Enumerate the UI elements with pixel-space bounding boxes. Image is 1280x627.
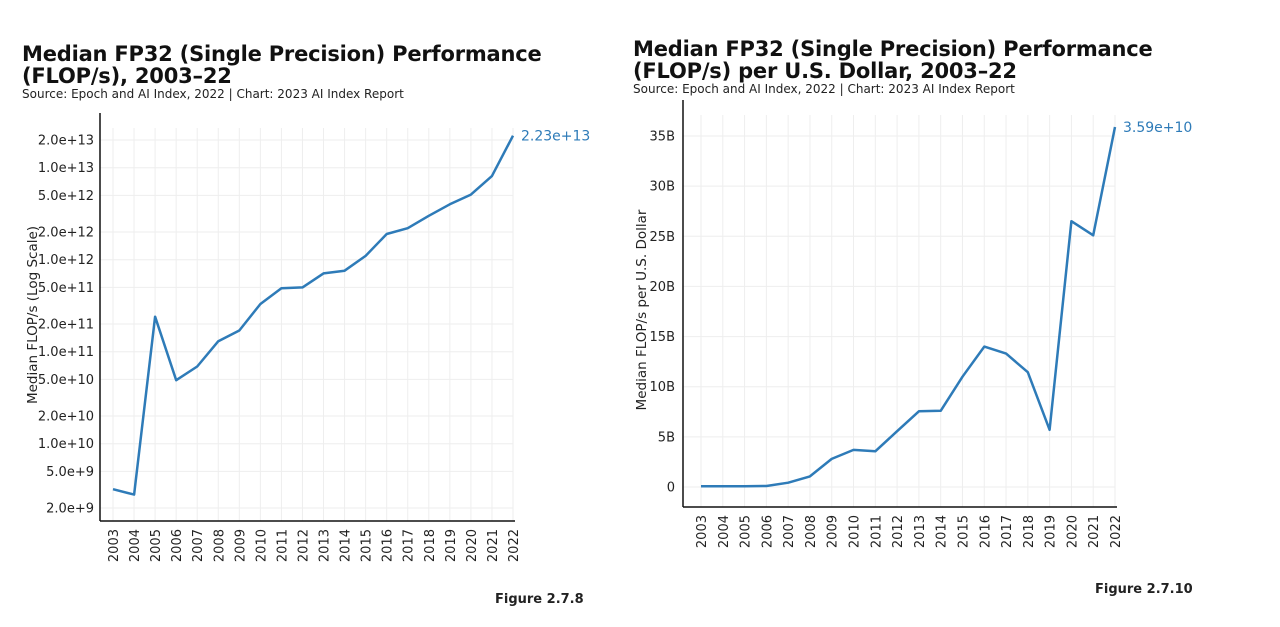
chart-2-figure-label: Figure 2.7.10 — [1095, 582, 1193, 597]
x-tick-label: 2003 — [107, 529, 122, 562]
y-axis-label: Median FLOP/s (Log Scale) — [25, 226, 41, 404]
y-tick-label: 25B — [650, 230, 675, 245]
x-tick-label: 2015 — [360, 529, 375, 562]
y-tick-label: 2.0e+11 — [38, 318, 94, 333]
x-tick-label: 2020 — [1065, 515, 1080, 548]
y-tick-label: 2.0e+13 — [38, 134, 94, 149]
x-tick-label: 2004 — [717, 515, 732, 548]
x-tick-label: 2012 — [296, 529, 311, 562]
x-tick-label: 2014 — [339, 529, 354, 562]
y-tick-label: 0 — [667, 481, 675, 496]
x-tick-label: 2017 — [1000, 515, 1015, 548]
y-tick-label: 10B — [650, 380, 675, 395]
x-tick-label: 2015 — [956, 515, 971, 548]
x-tick-label: 2005 — [739, 515, 754, 548]
y-tick-label: 2.0e+10 — [38, 410, 94, 425]
y-tick-label: 2.0e+12 — [38, 226, 94, 241]
y-tick-label: 5.0e+12 — [38, 189, 94, 204]
chart-2: 0 5B 10B 15B 20B 25B 30B 35B 2003 2004 2005 2006 200… — [634, 100, 1192, 548]
x-tick-label: 2011 — [275, 529, 290, 562]
chart-1-source: Source: Epoch and AI Index, 2022 | Chart… — [22, 87, 404, 101]
x-tick-label: 2008 — [804, 515, 819, 548]
y-tick-label: 1.0e+12 — [38, 253, 94, 268]
x-tick-label: 2004 — [128, 529, 143, 562]
chart-2-source: Source: Epoch and AI Index, 2022 | Chart… — [633, 82, 1015, 96]
y-tick-label: 1.0e+10 — [38, 437, 94, 452]
x-tick-label: 2009 — [233, 529, 248, 562]
y-tick-label: 35B — [650, 130, 675, 145]
x-tick-label: 2003 — [695, 515, 710, 548]
x-tick-label: 2021 — [1087, 515, 1102, 548]
chart-2-title: Median FP32 (Single Precision) Performan… — [633, 37, 1153, 83]
series-line — [701, 126, 1117, 488]
y-tick-label: 5B — [658, 430, 675, 445]
y-axis-label: Median FLOP/s per U.S. Dollar — [634, 209, 650, 410]
y-tick-label: 2.0e+9 — [46, 502, 94, 517]
y-tick-label: 20B — [650, 280, 675, 295]
y-tick-label: 30B — [650, 180, 675, 195]
x-tick-label: 2012 — [891, 515, 906, 548]
end-value-label: 2.23e+13 — [521, 129, 590, 145]
x-tick-label: 2007 — [782, 515, 797, 548]
x-tick-label: 2005 — [149, 529, 164, 562]
y-tick-label: 1.0e+13 — [38, 161, 94, 176]
x-tick-label: 2010 — [848, 515, 863, 548]
x-tick-label: 2010 — [254, 529, 269, 562]
y-tick-label: 5.0e+9 — [46, 465, 94, 480]
x-tick-label: 2011 — [869, 515, 884, 548]
x-tick-label: 2021 — [486, 529, 501, 562]
x-tick-label: 2006 — [170, 529, 185, 562]
x-tick-label: 2016 — [381, 529, 396, 562]
series-line — [112, 135, 515, 496]
x-tick-label: 2018 — [423, 529, 438, 562]
x-tick-label: 2008 — [212, 529, 227, 562]
x-tick-label: 2013 — [913, 515, 928, 548]
x-tick-label: 2019 — [1044, 515, 1059, 548]
x-tick-label: 2014 — [935, 515, 950, 548]
x-tick-label: 2020 — [465, 529, 480, 562]
x-tick-label: 2019 — [444, 529, 459, 562]
chart-1-figure-label: Figure 2.7.8 — [495, 592, 584, 607]
x-tick-label: 2013 — [318, 529, 333, 562]
chart-1-title: Median FP32 (Single Precision) Performan… — [22, 42, 542, 88]
x-tick-label: 2018 — [1022, 515, 1037, 548]
x-tick-label: 2022 — [507, 529, 522, 562]
x-tick-label: 2007 — [191, 529, 206, 562]
y-tick-label: 5.0e+11 — [38, 281, 94, 296]
y-tick-label: 15B — [650, 330, 675, 345]
y-tick-label: 5.0e+10 — [38, 373, 94, 388]
x-tick-label: 2022 — [1109, 515, 1124, 548]
x-tick-label: 2016 — [978, 515, 993, 548]
y-tick-label: 1.0e+11 — [38, 345, 94, 360]
chart-1: 2.0e+9 5.0e+9 1.0e+10 2.0e+10 5.0e+10 1.0e+11… — [25, 113, 590, 562]
end-value-label: 3.59e+10 — [1123, 120, 1192, 136]
x-tick-label: 2017 — [402, 529, 417, 562]
x-tick-label: 2009 — [826, 515, 841, 548]
x-tick-label: 2006 — [760, 515, 775, 548]
